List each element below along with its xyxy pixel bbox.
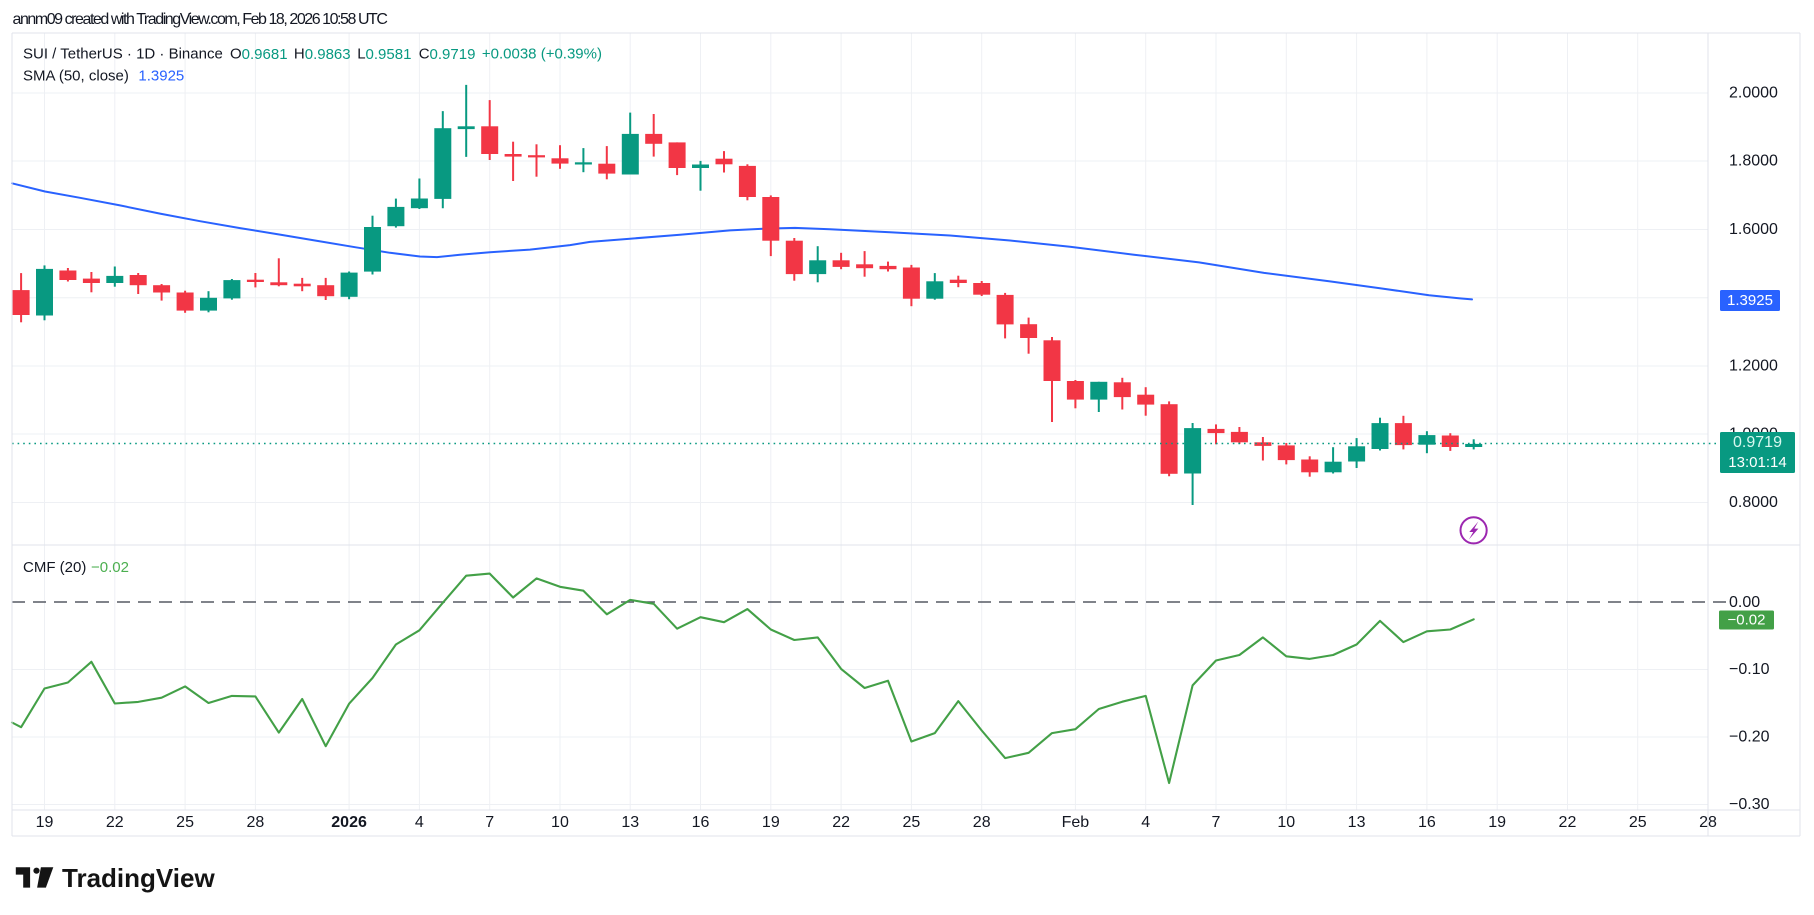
svg-text:16: 16	[692, 814, 710, 831]
svg-text:1.2000: 1.2000	[1729, 358, 1778, 375]
svg-text:annm09 created with TradingVie: annm09 created with TradingView.com, Feb…	[13, 11, 388, 28]
svg-text:13: 13	[621, 814, 639, 831]
svg-text:28: 28	[1699, 814, 1717, 831]
svg-text:10: 10	[1277, 814, 1295, 831]
svg-text:−0.20: −0.20	[1729, 729, 1770, 746]
svg-text:O0.9681: O0.9681	[230, 46, 288, 63]
svg-text:Feb: Feb	[1062, 814, 1090, 831]
svg-text:1.6000: 1.6000	[1729, 221, 1778, 238]
svg-text:10: 10	[551, 814, 569, 831]
svg-text:−0.02: −0.02	[1728, 612, 1766, 629]
svg-text:4: 4	[415, 814, 424, 831]
svg-text:7: 7	[1212, 814, 1221, 831]
svg-text:0.8000: 0.8000	[1729, 494, 1778, 511]
svg-text:CMF (20): CMF (20)	[23, 559, 86, 576]
svg-text:28: 28	[973, 814, 991, 831]
svg-text:−0.10: −0.10	[1729, 661, 1770, 678]
svg-text:19: 19	[1488, 814, 1506, 831]
svg-text:0.9719: 0.9719	[1733, 434, 1782, 451]
svg-text:22: 22	[1559, 814, 1577, 831]
svg-text:25: 25	[176, 814, 194, 831]
svg-text:+0.0038 (+0.39%): +0.0038 (+0.39%)	[482, 46, 602, 63]
svg-text:C0.9719: C0.9719	[419, 46, 476, 63]
svg-text:25: 25	[903, 814, 921, 831]
svg-text:−0.02: −0.02	[91, 559, 129, 576]
svg-text:1.3925: 1.3925	[1727, 292, 1773, 309]
svg-text:2.0000: 2.0000	[1729, 85, 1778, 102]
svg-text:0.00: 0.00	[1729, 594, 1760, 611]
svg-text:4: 4	[1141, 814, 1150, 831]
svg-text:22: 22	[106, 814, 124, 831]
svg-text:13: 13	[1348, 814, 1366, 831]
svg-text:25: 25	[1629, 814, 1647, 831]
svg-text:TradingView: TradingView	[62, 863, 215, 893]
svg-text:1.3925: 1.3925	[138, 68, 184, 85]
svg-text:SMA (50, close): SMA (50, close)	[23, 68, 129, 85]
svg-text:19: 19	[36, 814, 54, 831]
svg-text:L0.9581: L0.9581	[357, 46, 411, 63]
svg-text:2026: 2026	[331, 814, 367, 831]
svg-text:−0.30: −0.30	[1729, 796, 1770, 813]
svg-text:16: 16	[1418, 814, 1436, 831]
svg-text:19: 19	[762, 814, 780, 831]
svg-text:1.8000: 1.8000	[1729, 153, 1778, 170]
svg-text:7: 7	[485, 814, 494, 831]
svg-text:H0.9863: H0.9863	[294, 46, 351, 63]
svg-text:SUI / TetherUS · 1D · Binance: SUI / TetherUS · 1D · Binance	[23, 46, 223, 63]
svg-text:13:01:14: 13:01:14	[1728, 454, 1786, 471]
svg-text:28: 28	[246, 814, 264, 831]
svg-text:22: 22	[832, 814, 850, 831]
